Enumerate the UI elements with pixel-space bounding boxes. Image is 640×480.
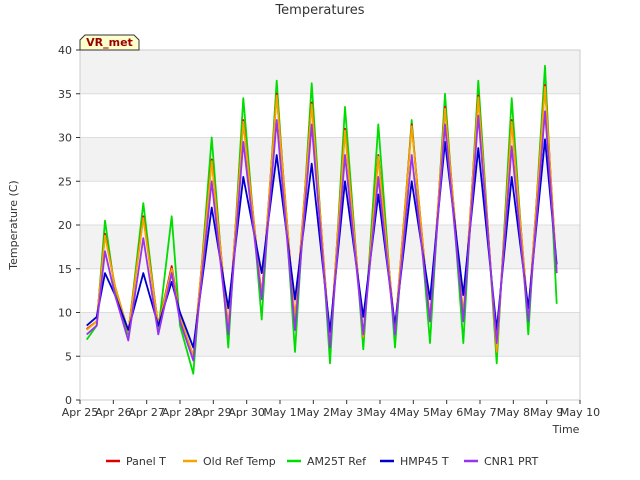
x-tick-label: May 10 xyxy=(560,406,600,419)
y-axis-ticks: 0 5 10 15 20 25 30 35 40 xyxy=(58,44,80,407)
x-tick-label: May 4 xyxy=(363,406,396,419)
legend-label: Old Ref Temp xyxy=(203,455,276,468)
y-tick-label: 0 xyxy=(65,394,72,407)
y-tick-label: 5 xyxy=(65,350,72,363)
x-tick-label: Apr 30 xyxy=(228,406,265,419)
x-tick-label: Apr 26 xyxy=(95,406,132,419)
y-tick-label: 15 xyxy=(58,263,72,276)
x-tick-label: Apr 27 xyxy=(128,406,165,419)
x-tick-label: May 2 xyxy=(297,406,330,419)
series-line-cnr1-prt xyxy=(86,110,558,362)
series-line-old-ref-temp xyxy=(86,85,558,358)
legend-label: HMP45 T xyxy=(400,455,449,468)
grid-band xyxy=(80,137,580,182)
chart-title: Temperatures xyxy=(274,3,364,18)
x-tick-label: Apr 28 xyxy=(162,406,199,419)
grid-band xyxy=(80,225,580,269)
y-tick-label: 30 xyxy=(58,132,72,145)
x-tick-label: May 8 xyxy=(497,406,530,419)
y-tick-label: 25 xyxy=(58,175,72,188)
x-tick-label: May 1 xyxy=(263,406,296,419)
y-tick-label: 20 xyxy=(58,219,72,232)
x-tick-label: May 3 xyxy=(330,406,363,419)
legend-label: CNR1 PRT xyxy=(484,455,539,468)
y-axis-label: Temperature (C) xyxy=(7,180,20,270)
x-tick-label: May 7 xyxy=(463,406,496,419)
x-tick-label: May 5 xyxy=(397,406,430,419)
grid-band xyxy=(80,50,580,94)
legend: Panel T Old Ref Temp AM25T Ref HMP45 T CNR1 … xyxy=(106,455,539,468)
x-tick-label: Apr 29 xyxy=(195,406,232,419)
legend-label: Panel T xyxy=(126,455,166,468)
x-tick-label: May 6 xyxy=(430,406,463,419)
x-tick-label: Apr 25 xyxy=(62,406,99,419)
y-tick-label: 35 xyxy=(58,88,72,101)
site-label-box: VR_met xyxy=(79,34,140,51)
x-axis-label: Time xyxy=(552,423,580,436)
series-lines xyxy=(85,64,558,375)
site-label: VR_met xyxy=(86,36,133,49)
x-tick-label: May 9 xyxy=(530,406,563,419)
legend-label: AM25T Ref xyxy=(307,455,367,468)
y-tick-label: 40 xyxy=(58,44,72,57)
y-tick-label: 10 xyxy=(58,307,72,320)
